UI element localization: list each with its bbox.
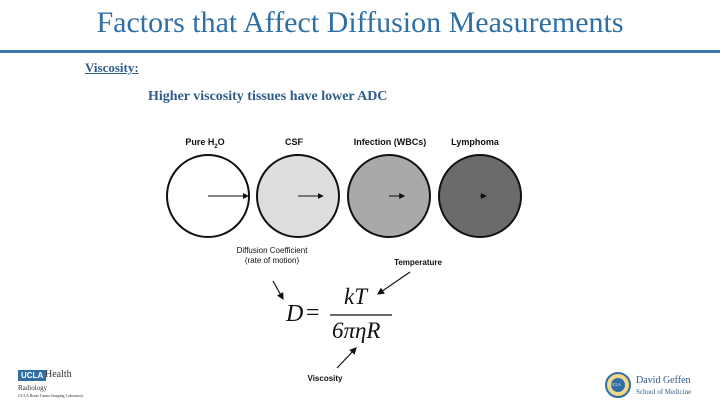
lab-text: UCLA Brain Tumor Imaging Laboratory: [18, 393, 84, 398]
viscosity-arrow: [336, 347, 357, 369]
formula-numerator: kT: [344, 284, 367, 309]
ucla-health-logo: UCLA: [18, 370, 47, 381]
formula-denominator: 6πηR: [332, 318, 381, 343]
title-divider: [0, 50, 720, 53]
formula-lhs: D: [286, 301, 304, 327]
section-label: Viscosity:: [85, 60, 139, 75]
viscosity-label: Viscosity: [307, 374, 343, 383]
circle-label-infection: Infection (WBCs): [353, 137, 427, 147]
circle-label-csf: CSF: [285, 137, 303, 147]
ucla-seal-icon: [605, 372, 631, 398]
ucla-health-text: Health: [45, 369, 72, 380]
ucla-seal-text: UCLA: [610, 382, 621, 387]
david-geffen-text: David Geffen: [636, 375, 691, 386]
diffusion-coefficient-arrow: [272, 280, 284, 301]
circle-label-pure-water: Pure H2O: [185, 137, 225, 150]
temperature-arrow: [377, 271, 411, 295]
school-of-medicine-text: School of Medicine: [636, 388, 692, 396]
statement-text: Higher viscosity tissues have lower ADC: [148, 89, 388, 104]
slide-title: Factors that Affect Diffusion Measuremen…: [96, 6, 624, 39]
diffusion-coefficient-label: Diffusion Coefficient: [236, 246, 308, 255]
temperature-label: Temperature: [394, 258, 442, 267]
circle-label-lymphoma: Lymphoma: [451, 137, 499, 147]
rate-of-motion-label: (rate of motion): [244, 256, 300, 265]
formula-equals: =: [306, 300, 320, 326]
radiology-text: Radiology: [18, 384, 48, 392]
